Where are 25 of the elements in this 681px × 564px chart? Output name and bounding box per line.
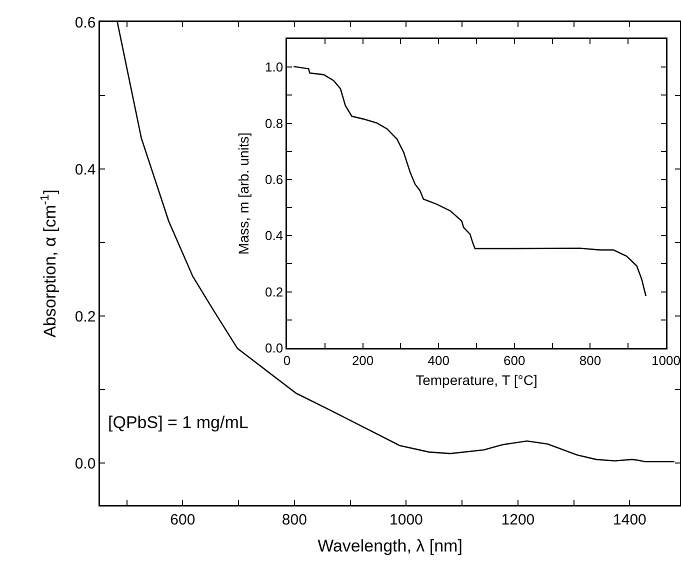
x-tick-label: 0	[283, 352, 291, 368]
x-tick-label: 1000	[652, 352, 680, 368]
x-tick-label: 1400	[613, 511, 646, 528]
x-tick-label: 200	[352, 352, 374, 368]
y-tick-label: 0.0	[265, 340, 284, 356]
y-tick-label: 0.4	[74, 161, 96, 178]
y-tick-label: 1.0	[265, 60, 284, 75]
annotation: [QPbS] = 1 mg/mL	[108, 413, 248, 432]
x-tick-label: 600	[504, 352, 526, 368]
x-axis-title: Temperature, T [°C]	[416, 372, 538, 388]
x-tick-label: 400	[428, 352, 450, 368]
x-tick-label: 1000	[390, 511, 423, 528]
x-tick-label: 800	[282, 511, 307, 528]
y-axis-title: Mass, m [arb. units]	[236, 132, 252, 255]
x-tick-label: 600	[170, 511, 196, 528]
y-tick-label: 0.8	[265, 116, 284, 131]
y-tick-label: 0.2	[265, 284, 284, 300]
y-tick-label: 0.6	[265, 172, 284, 187]
x-axis-title: Wavelength, λ [nm]	[318, 536, 462, 556]
y-tick-label: 0.6	[74, 14, 96, 32]
y-tick-label: 0.2	[74, 308, 96, 326]
x-tick-label: 800	[579, 352, 602, 368]
y-tick-label: 0.4	[265, 228, 284, 244]
y-tick-label: 0.0	[74, 455, 96, 472]
x-tick-label: 1200	[501, 511, 535, 528]
